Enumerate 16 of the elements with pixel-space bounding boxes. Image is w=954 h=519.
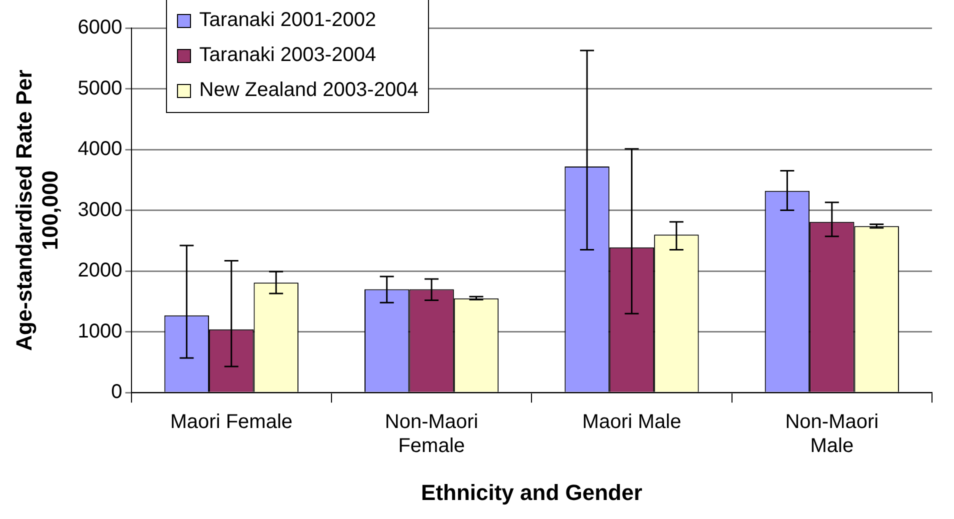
y-axis-title: Age-standardised Rate Per 100,000	[11, 69, 63, 351]
y-tick-label: 2000	[78, 260, 122, 282]
x-tick-label: Maori Female	[170, 411, 293, 434]
legend-label: New Zealand 2003-2004	[199, 79, 418, 102]
x-tick-label: Non-Maori Female	[384, 411, 478, 458]
y-tick-label: 6000	[78, 16, 122, 39]
x-tick-label: Non-Maori Male	[785, 411, 879, 458]
y-tick-label: 0	[111, 381, 122, 404]
x-tick-label: Maori Male	[582, 411, 682, 434]
y-tick-label: 4000	[78, 138, 122, 160]
legend-label: Taranaki 2003-2004	[199, 44, 376, 67]
y-tick-label: 5000	[78, 77, 122, 100]
y-tick-label: 3000	[78, 198, 122, 221]
y-tick-label: 1000	[78, 320, 122, 342]
x-axis-title: Ethnicity and Gender	[421, 480, 643, 505]
legend-label: Taranaki 2001-2002	[199, 9, 376, 32]
